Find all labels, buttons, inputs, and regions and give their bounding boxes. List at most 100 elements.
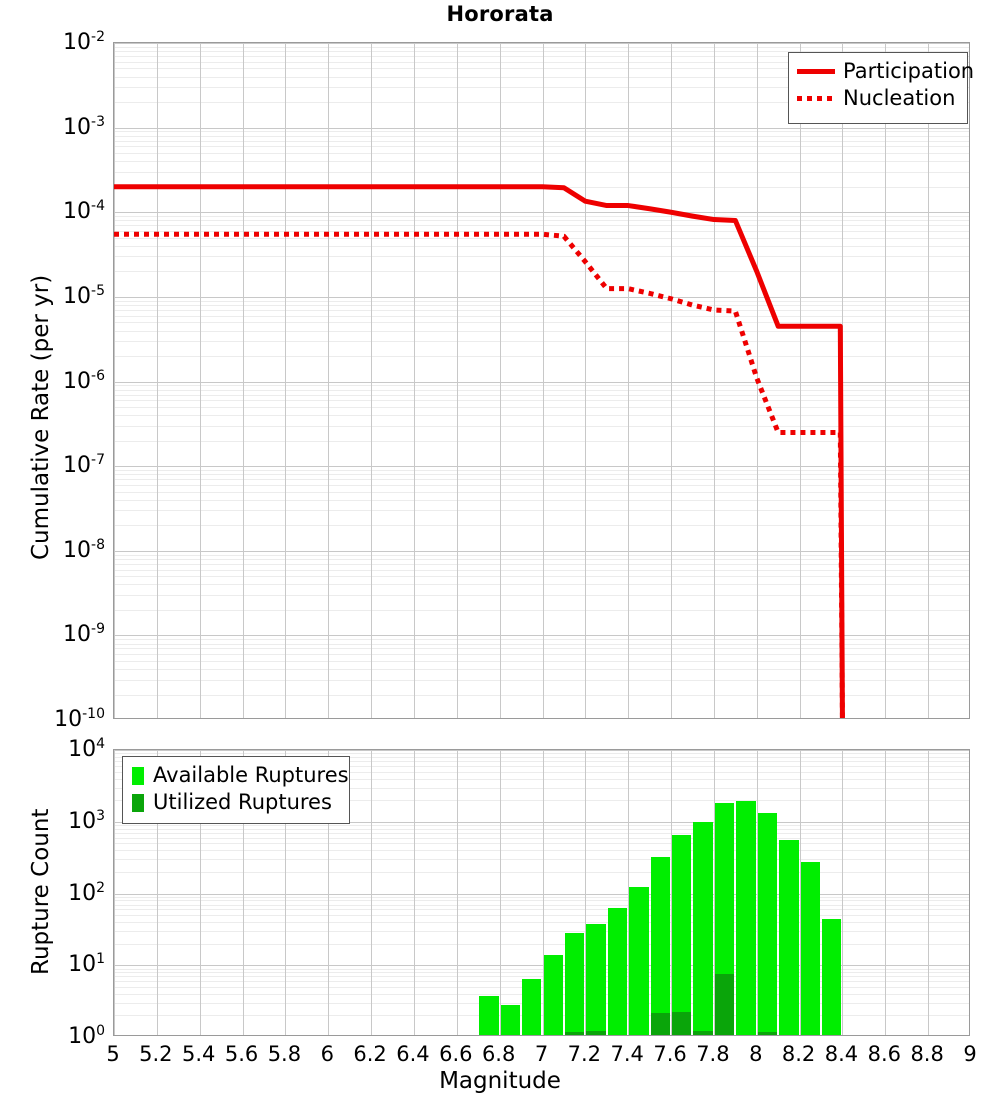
gridline-vertical	[285, 750, 287, 1035]
gridline-minor	[114, 61, 969, 63]
gridline-minor	[114, 643, 969, 645]
gridline-minor	[114, 440, 969, 442]
x-axis-tick-label: 6.4	[396, 1042, 430, 1066]
histogram-bar-utilized	[564, 1032, 585, 1035]
gridline-vertical	[542, 750, 544, 1035]
gridline-major	[114, 965, 969, 967]
gridline-minor	[114, 309, 969, 311]
gridline-major	[114, 43, 969, 44]
histogram-bar	[629, 887, 649, 1035]
histogram-bar-utilized	[672, 1011, 692, 1035]
y-axis-tick-label: 10-4	[63, 198, 105, 225]
x-axis-tick-label: 9	[963, 1042, 977, 1066]
bottom-legend: Available Ruptures Utilized Ruptures	[122, 756, 350, 824]
legend-label: Nucleation	[843, 86, 956, 110]
x-axis-tick-label: 5	[106, 1042, 120, 1066]
x-axis-tick-label: 8.4	[824, 1042, 859, 1066]
x-axis-tick-label: 8.2	[781, 1042, 816, 1066]
histogram-bar	[564, 933, 585, 1035]
gridline-minor	[114, 968, 969, 970]
legend-item-nucleation[interactable]: Nucleation	[796, 85, 958, 112]
gridline-minor	[114, 300, 969, 302]
gridline-minor	[114, 389, 969, 391]
gridline-minor	[114, 245, 969, 247]
legend-item-participation[interactable]: Participation	[796, 58, 974, 85]
gridline-minor	[114, 469, 969, 471]
gridline-major	[114, 821, 969, 823]
curve-participation	[114, 184, 845, 718]
gridline-minor	[114, 231, 969, 233]
gridline-minor	[114, 479, 969, 481]
gridline-minor	[114, 756, 969, 758]
gridline-minor	[114, 900, 969, 902]
gridline-minor	[114, 943, 969, 945]
gridline-minor	[114, 660, 969, 662]
gridline-major	[114, 296, 969, 298]
gridline-minor	[114, 271, 969, 273]
gridline-minor	[114, 131, 969, 133]
gridline-minor	[114, 394, 969, 396]
gridline-vertical	[842, 750, 844, 1035]
gridline-minor	[114, 225, 969, 227]
histogram-bar	[779, 840, 799, 1035]
gridline-minor	[114, 216, 969, 218]
histogram-bar	[586, 924, 606, 1035]
gridline-minor	[114, 135, 969, 137]
histogram-bar-utilized	[650, 1013, 671, 1035]
histogram-bar	[522, 979, 542, 1035]
x-axis-tick-label: 8.8	[910, 1042, 944, 1066]
gridline-vertical	[199, 750, 201, 1035]
x-axis-tick-label: 5.6	[224, 1042, 259, 1066]
y-axis-tick-label: 10-3	[63, 113, 105, 140]
gridline-major	[114, 750, 969, 751]
gridline-minor	[114, 56, 969, 58]
histogram-bar	[757, 812, 778, 1035]
gridline-vertical	[499, 43, 501, 718]
gridline-vertical	[671, 750, 673, 1035]
dotted-line-icon	[796, 90, 836, 108]
gridline-minor	[114, 525, 969, 527]
gridline-minor	[114, 356, 969, 358]
gridline-minor	[114, 425, 969, 427]
gridline-vertical	[799, 750, 801, 1035]
gridline-vertical	[371, 750, 373, 1035]
gridline-major	[114, 550, 969, 552]
legend-item-available-ruptures[interactable]: Available Ruptures	[130, 762, 349, 789]
gridline-vertical	[542, 43, 544, 718]
y-axis-tick-label: 10-2	[63, 28, 105, 56]
y-axis-tick-label: 10-9	[63, 621, 105, 648]
legend-label: Utilized Ruptures	[153, 790, 332, 814]
gridline-minor	[114, 761, 969, 763]
gridline-minor	[114, 778, 969, 780]
x-axis-tick-label: 6.6	[439, 1042, 473, 1066]
gridline-minor	[114, 993, 969, 995]
gridline-minor	[114, 341, 969, 343]
gridline-minor	[114, 140, 969, 142]
gridline-vertical	[756, 750, 758, 1035]
gridline-minor	[114, 510, 969, 512]
legend-item-utilized-ruptures[interactable]: Utilized Ruptures	[130, 789, 340, 816]
histogram-bar	[693, 822, 713, 1035]
gridline-minor	[114, 753, 969, 755]
gridline-minor	[114, 558, 969, 560]
dark-green-swatch-icon	[130, 793, 146, 812]
x-axis-tick-label: 7.6	[653, 1042, 687, 1066]
gridline-vertical	[413, 43, 415, 718]
page-title: Hororata	[446, 2, 554, 26]
legend-label: Participation	[843, 59, 975, 83]
histogram-bar-utilized	[757, 1032, 778, 1035]
cumulative-rate-curves	[114, 184, 845, 718]
gridline-minor	[114, 1002, 969, 1004]
gridline-minor	[114, 986, 969, 988]
gridline-minor	[114, 400, 969, 402]
gridline-minor	[114, 679, 969, 681]
gridline-minor	[114, 904, 969, 906]
gridline-minor	[114, 981, 969, 983]
green-swatch-icon	[130, 766, 146, 785]
x-axis-tick-label: 8.6	[867, 1042, 901, 1066]
gridline-minor	[114, 315, 969, 317]
y-axis-tick-label: 100	[68, 1022, 105, 1050]
x-axis-tick-label: 7.8	[696, 1042, 730, 1066]
gridline-minor	[114, 87, 969, 89]
